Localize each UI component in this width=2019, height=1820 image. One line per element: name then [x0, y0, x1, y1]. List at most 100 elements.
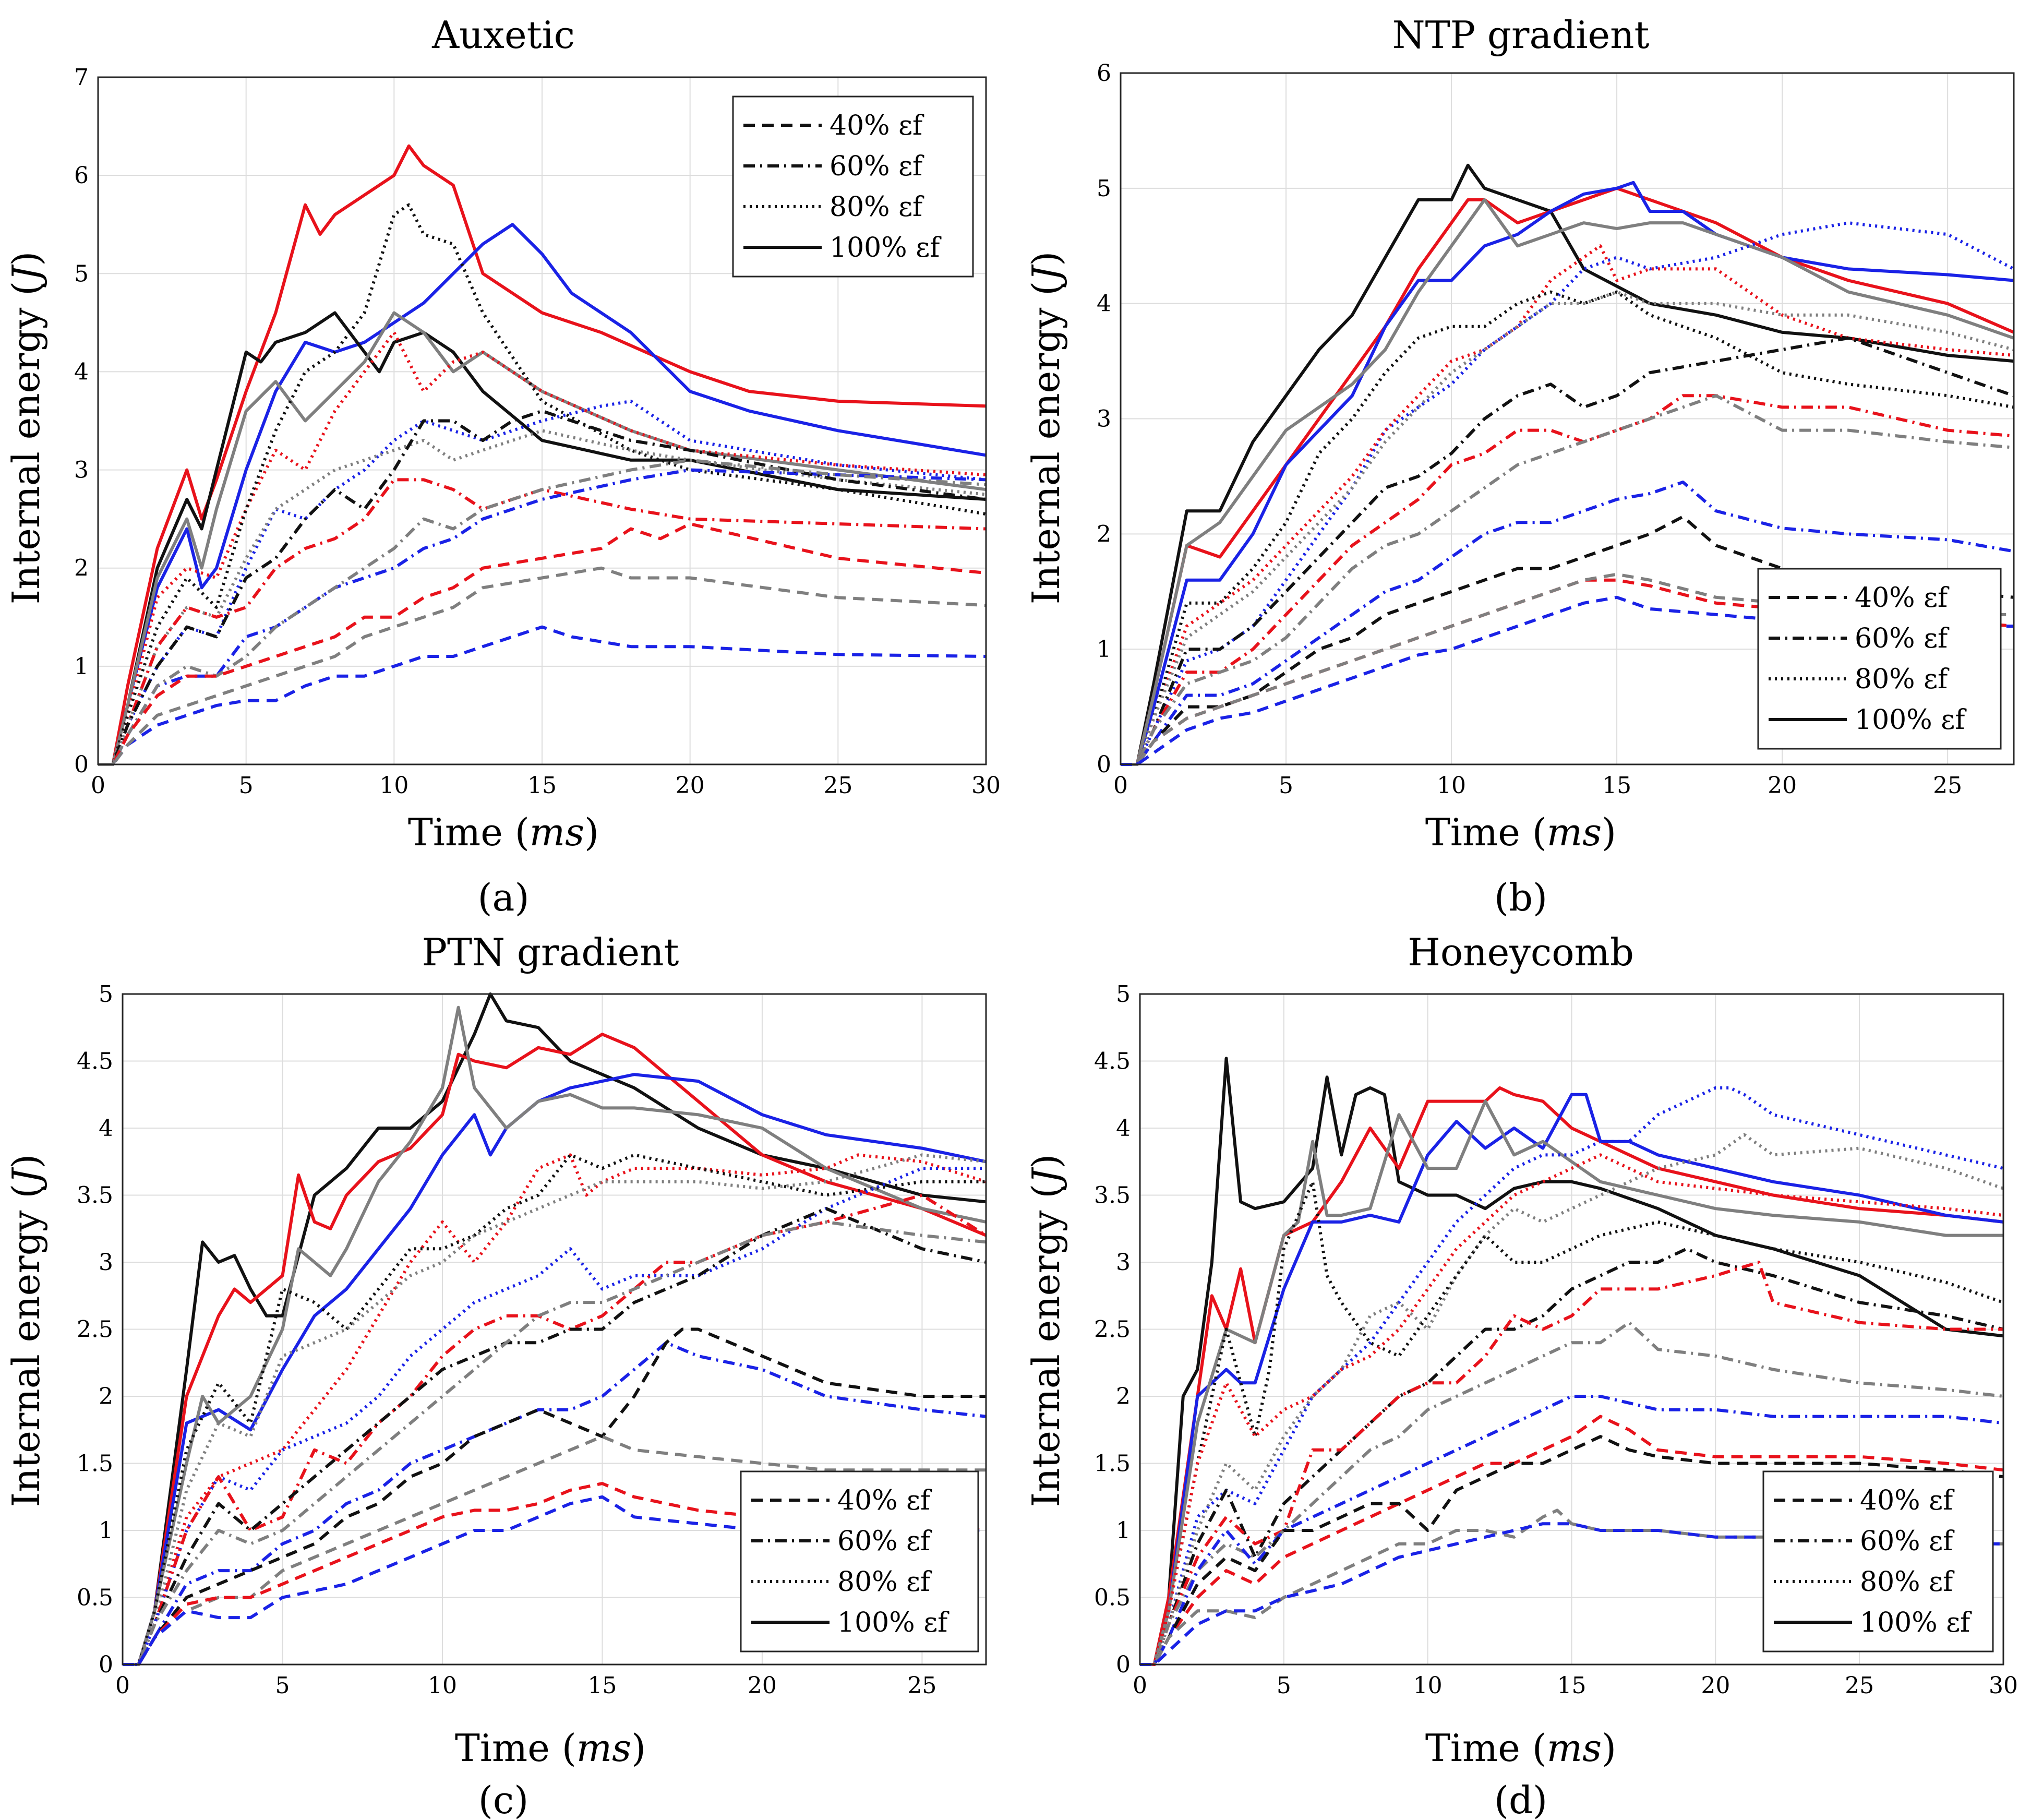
panel-label: (b): [1494, 876, 1547, 919]
chart-title: PTN gradient: [422, 930, 679, 974]
series-line: [1121, 515, 2014, 766]
x-tick-label: 0: [1113, 772, 1128, 799]
panel-d: Honeycomb Time (ms) Internal energy (J) …: [1024, 930, 2018, 1820]
y-tick-label: 0.5: [1094, 1585, 1131, 1611]
x-tick-label: 25: [907, 1672, 936, 1699]
axes-box: [1120, 72, 2015, 765]
y-tick-label: 2: [74, 555, 89, 582]
y-tick-label: 2.5: [1094, 1316, 1131, 1343]
x-tick-label: 15: [1602, 772, 1631, 799]
series-line: [123, 1033, 987, 1666]
chart-title: Auxetic: [431, 13, 575, 57]
y-tick-label: 1: [99, 1517, 113, 1544]
series-line: [98, 566, 987, 766]
series-line: [123, 1220, 987, 1666]
series-line: [123, 1193, 987, 1666]
y-tick-label: 3: [99, 1249, 113, 1276]
y-tick-label: 1: [1116, 1517, 1131, 1544]
y-tick-label: 2.5: [77, 1316, 113, 1343]
legend-label: 80% εf: [830, 191, 924, 223]
x-tick-label: 5: [239, 772, 254, 799]
series-line: [98, 458, 987, 766]
y-tick-label: 4: [1116, 1115, 1131, 1142]
y-tick-label: 5: [1097, 175, 1111, 202]
series-line: [1121, 595, 2014, 766]
y-tick-label: 4.5: [1094, 1048, 1131, 1075]
y-tick-label: 0: [74, 751, 89, 778]
series-line: [1121, 244, 2014, 766]
x-tick-label: 25: [823, 772, 852, 799]
x-tick-label: 15: [1557, 1672, 1587, 1699]
series-line: [123, 1482, 987, 1666]
panel-label: (d): [1494, 1778, 1547, 1820]
x-tick-label: 25: [1845, 1672, 1874, 1699]
y-tick-label: 5: [74, 260, 89, 287]
x-tick-label: 5: [1277, 1672, 1291, 1699]
series-line: [1121, 198, 2014, 766]
chart-title: Honeycomb: [1408, 930, 1634, 974]
x-tick-label: 15: [527, 772, 557, 799]
x-tick-label: 0: [115, 1672, 130, 1699]
x-tick-label: 5: [1279, 772, 1293, 799]
series-line: [98, 223, 987, 766]
y-axis-label: Internal energy (J): [4, 252, 48, 605]
series-line: [123, 1327, 986, 1666]
legend-label: 100% εf: [830, 232, 942, 264]
y-tick-label: 4: [99, 1115, 113, 1142]
x-tick-label: 20: [1701, 1672, 1730, 1699]
y-tick-label: 5: [1116, 981, 1131, 1008]
series-line: [1140, 1415, 2004, 1666]
chart-title: NTP gradient: [1392, 13, 1650, 57]
legend-label: 60% εf: [1860, 1526, 1955, 1557]
legend-label: 80% εf: [1855, 664, 1950, 695]
series-line: [1140, 1093, 2004, 1666]
series-line: [1121, 336, 2014, 766]
series-line: [1140, 1247, 2004, 1666]
x-axis-label: Time (ms): [1425, 1726, 1616, 1770]
legend-label: 60% εf: [1855, 623, 1950, 654]
y-axis-label: Internal energy (J): [1024, 252, 1068, 605]
x-tick-label: 10: [1437, 772, 1466, 799]
panel-label: (a): [477, 876, 529, 919]
panel-b: NTP gradient Time (ms) Internal energy (…: [1024, 13, 2015, 919]
series-line: [1140, 1057, 2004, 1666]
y-tick-label: 1.5: [77, 1451, 113, 1477]
series-line: [98, 625, 987, 766]
legend-label: 100% εf: [1860, 1607, 1972, 1638]
x-axis-label: Time (ms): [1425, 810, 1616, 854]
series-line: [1140, 1180, 2004, 1666]
axes-box: [122, 993, 987, 1666]
legend-label: 80% εf: [1860, 1566, 1955, 1598]
series-line: [123, 992, 987, 1666]
legend-label: 100% εf: [837, 1607, 950, 1638]
series-line: [98, 144, 987, 766]
series-line: [1121, 481, 2014, 766]
series-line: [123, 1341, 987, 1666]
legend-label: 100% εf: [1855, 704, 1967, 736]
y-tick-label: 1.5: [1094, 1451, 1131, 1477]
panel-c: PTN gradient Time (ms) Internal energy (…: [4, 930, 987, 1820]
y-tick-label: 0: [99, 1651, 113, 1678]
y-tick-label: 6: [1097, 60, 1111, 87]
x-axis-label: Time (ms): [408, 810, 599, 854]
x-axis-label: Time (ms): [455, 1726, 646, 1770]
y-tick-label: 1: [74, 653, 89, 680]
legend-label: 80% εf: [837, 1566, 932, 1598]
panel-a: Auxetic Time (ms) Internal energy (J) (a…: [4, 13, 1001, 919]
series-line: [1140, 1522, 2003, 1666]
x-tick-label: 0: [91, 772, 105, 799]
x-tick-label: 20: [1768, 772, 1797, 799]
x-tick-label: 0: [1133, 1672, 1147, 1699]
series-line: [123, 1153, 987, 1666]
axes-box: [97, 76, 987, 765]
series-line: [123, 1495, 986, 1666]
series-line: [98, 522, 987, 766]
series-line: [98, 478, 987, 766]
panel-label: (c): [478, 1778, 529, 1820]
series-line: [1121, 572, 2014, 766]
x-tick-label: 15: [587, 1672, 617, 1699]
series-line: [1140, 1321, 2004, 1666]
y-tick-label: 3: [74, 457, 89, 484]
x-tick-label: 20: [748, 1672, 777, 1699]
